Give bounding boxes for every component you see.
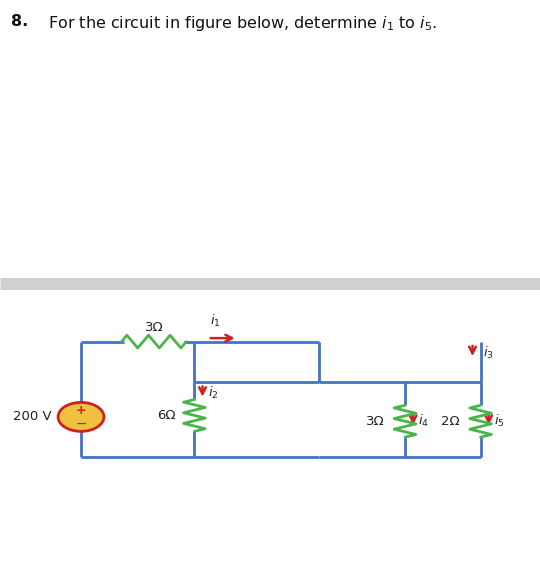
Text: 8.: 8.: [11, 14, 28, 30]
Text: $i_3$: $i_3$: [483, 345, 494, 361]
Text: $i_1$: $i_1$: [210, 313, 220, 329]
Text: 3Ω: 3Ω: [366, 415, 384, 428]
Ellipse shape: [58, 402, 104, 431]
Text: −: −: [75, 417, 87, 431]
Text: 200 V: 200 V: [12, 411, 51, 423]
Text: 3Ω: 3Ω: [145, 321, 163, 334]
Text: $i_5$: $i_5$: [494, 412, 505, 428]
Text: For the circuit in figure below, determine $i_1$ to $i_5$.: For the circuit in figure below, determi…: [38, 14, 437, 34]
Text: $i_4$: $i_4$: [418, 412, 429, 428]
Text: +: +: [76, 404, 86, 417]
Text: $i_2$: $i_2$: [208, 385, 219, 401]
Text: 2Ω: 2Ω: [442, 415, 460, 428]
Text: 6Ω: 6Ω: [157, 409, 176, 422]
